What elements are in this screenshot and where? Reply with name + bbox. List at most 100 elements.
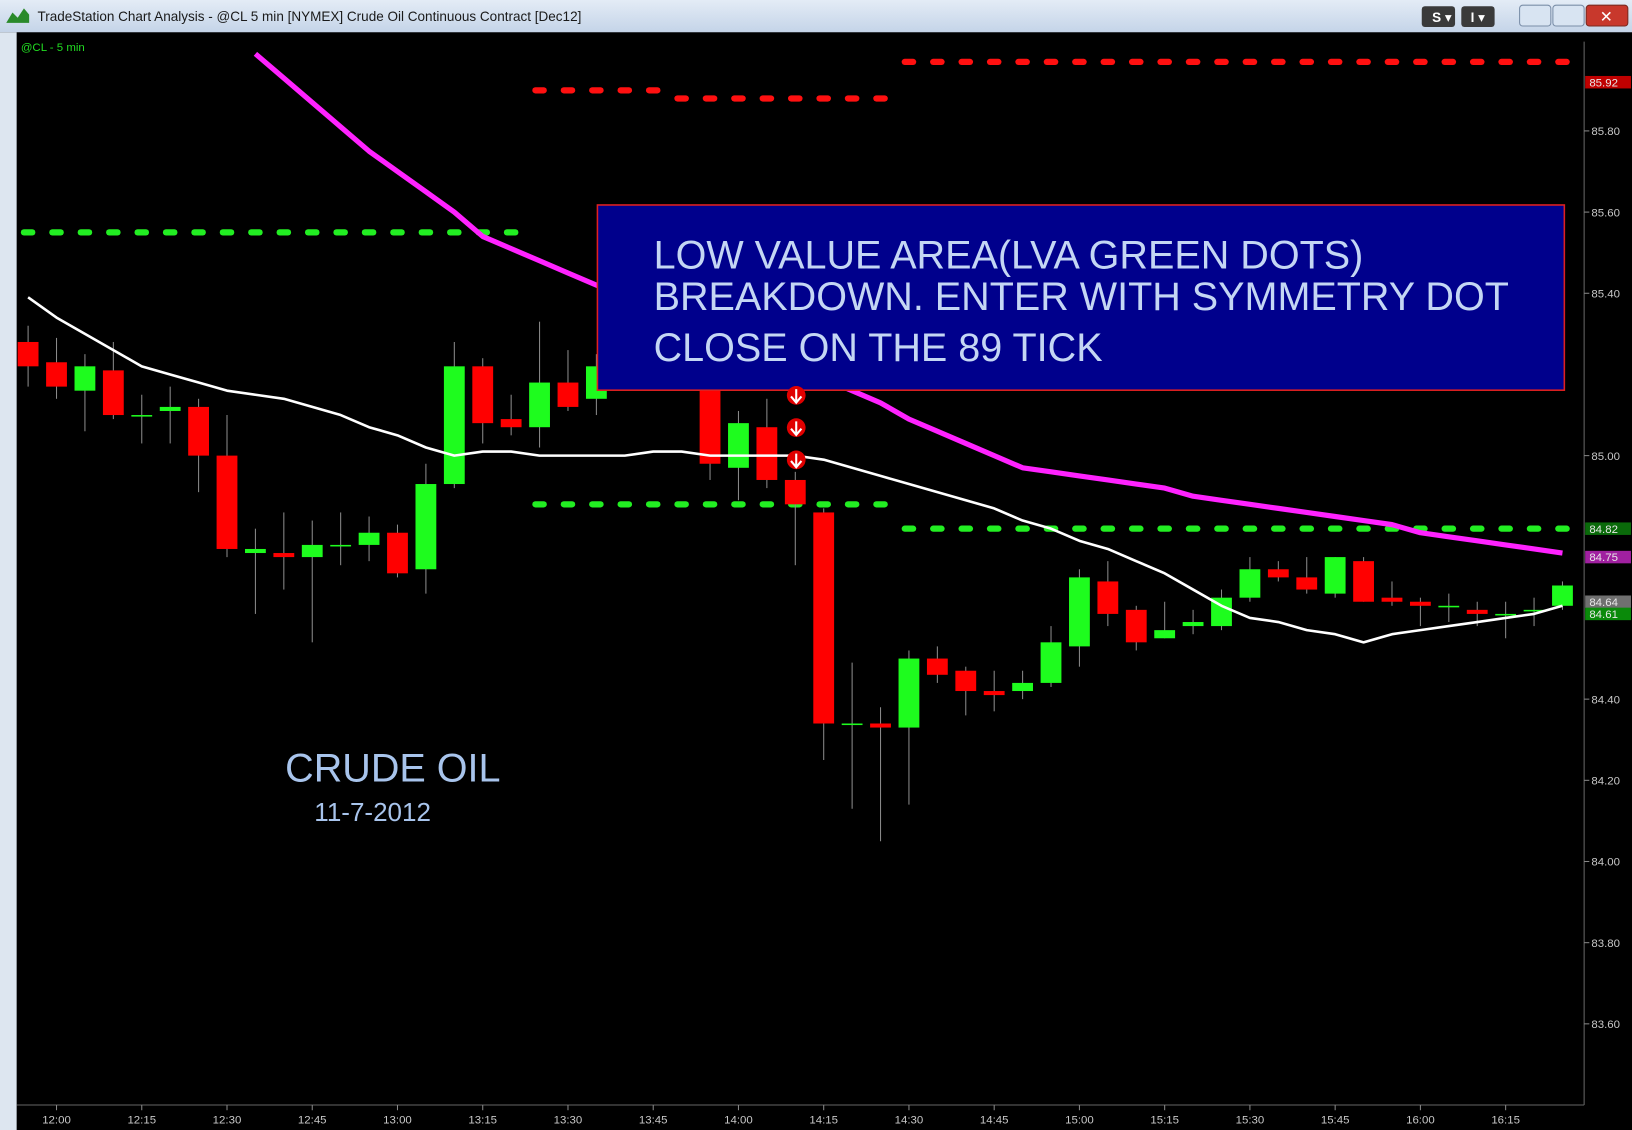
level-dot	[930, 525, 945, 532]
x-tick-label: 13:30	[554, 1115, 583, 1127]
x-tick-label: 13:45	[639, 1115, 668, 1127]
level-dot	[1327, 58, 1343, 66]
level-dot	[873, 501, 888, 508]
level-dot	[617, 501, 633, 508]
level-dot	[1128, 525, 1144, 532]
y-tick-label: 84.40	[1591, 694, 1620, 706]
s-button[interactable]	[1421, 6, 1456, 28]
title-bar	[0, 0, 1632, 33]
candle-body	[983, 691, 1005, 696]
candle-body	[529, 382, 550, 428]
maximize-button[interactable]	[1552, 4, 1585, 27]
annotation-line: CLOSE ON THE 89 TICK	[654, 326, 1103, 370]
level-dot	[674, 95, 689, 102]
level-dot	[532, 87, 547, 94]
annotation-box	[596, 204, 1566, 391]
candle-body	[472, 366, 494, 424]
candle-body	[1324, 557, 1346, 594]
level-dot	[1185, 525, 1201, 532]
level-dot	[1015, 525, 1030, 532]
level-dot	[731, 501, 746, 508]
indicator-line	[253, 51, 1563, 556]
candle-body	[841, 723, 863, 726]
price-marker-label: 85.92	[1589, 77, 1618, 89]
annotation-line: LOW VALUE AREA(LVA GREEN DOTS)	[654, 233, 1364, 277]
x-tick-label: 15:00	[1065, 1115, 1094, 1127]
level-dot	[1185, 58, 1201, 66]
candle-body	[1495, 613, 1517, 616]
x-tick-label: 14:15	[809, 1115, 838, 1127]
app-icon	[6, 8, 30, 23]
price-marker-label: 84.75	[1589, 552, 1618, 564]
candle-body	[387, 532, 408, 574]
candle-body	[870, 723, 891, 728]
symmetry-arrow	[790, 453, 803, 469]
candle-body	[557, 382, 579, 407]
candle-body	[1267, 569, 1289, 578]
x-tick-label: 12:30	[213, 1115, 242, 1127]
level-dot	[20, 229, 36, 236]
level-dot	[645, 501, 661, 508]
level-dot	[560, 87, 576, 94]
level-dot	[731, 95, 746, 102]
candle-body	[1069, 577, 1090, 647]
candle-body	[301, 544, 323, 558]
level-dot	[1242, 58, 1258, 66]
level-dot	[702, 501, 718, 508]
level-dot	[1157, 525, 1172, 532]
candle-body	[159, 406, 181, 411]
level-dot	[958, 525, 974, 532]
candle-body	[1296, 577, 1318, 590]
level-dot	[1469, 525, 1485, 532]
level-dot	[1327, 525, 1343, 532]
candle-body	[415, 484, 437, 570]
level-dot	[1441, 525, 1457, 532]
symmetry-arrow	[790, 389, 803, 405]
level-dot	[589, 501, 604, 508]
candle-body	[1239, 569, 1261, 598]
close-button[interactable]	[1585, 4, 1629, 27]
candle-body	[1381, 597, 1403, 602]
y-tick-label: 84.00	[1591, 857, 1620, 869]
candle-body	[1211, 597, 1232, 627]
level-dot	[901, 525, 917, 532]
level-dot	[759, 501, 775, 508]
level-dot	[1555, 525, 1570, 532]
level-dot	[1299, 525, 1315, 532]
level-dot	[560, 501, 576, 508]
level-dot	[816, 95, 831, 102]
candle-body	[46, 362, 67, 387]
minimize-button[interactable]	[1519, 4, 1552, 27]
level-dot	[532, 501, 547, 508]
level-dot	[447, 229, 462, 236]
window-title: TradeStation Chart Analysis - @CL 5 min …	[37, 9, 581, 24]
candle-body	[131, 415, 153, 417]
candle-body	[1097, 581, 1119, 614]
level-dot	[930, 58, 945, 66]
symmetry-arrow	[790, 421, 803, 437]
level-dot	[873, 95, 888, 102]
price-marker-label: 84.64	[1589, 597, 1618, 609]
x-tick-label: 14:45	[980, 1115, 1009, 1127]
i-button-icon: I ▾	[1471, 10, 1486, 25]
level-dot	[1413, 58, 1428, 66]
x-tick-label: 14:30	[895, 1115, 924, 1127]
level-dot	[248, 229, 263, 236]
i-button[interactable]	[1461, 6, 1495, 28]
candle-body	[358, 532, 380, 545]
close-icon: ✕	[1600, 9, 1613, 26]
x-tick-label: 14:00	[724, 1115, 753, 1127]
candle-body	[898, 658, 920, 728]
level-dot	[1299, 58, 1315, 66]
price-marker	[1585, 607, 1631, 621]
candle-body	[955, 670, 977, 692]
candle-body	[1438, 605, 1460, 608]
level-dot	[1384, 58, 1400, 66]
level-dot	[1214, 525, 1229, 532]
x-tick-label: 15:45	[1321, 1115, 1350, 1127]
level-dot	[1498, 525, 1513, 532]
candle-body	[926, 658, 948, 675]
level-dot	[418, 229, 434, 236]
